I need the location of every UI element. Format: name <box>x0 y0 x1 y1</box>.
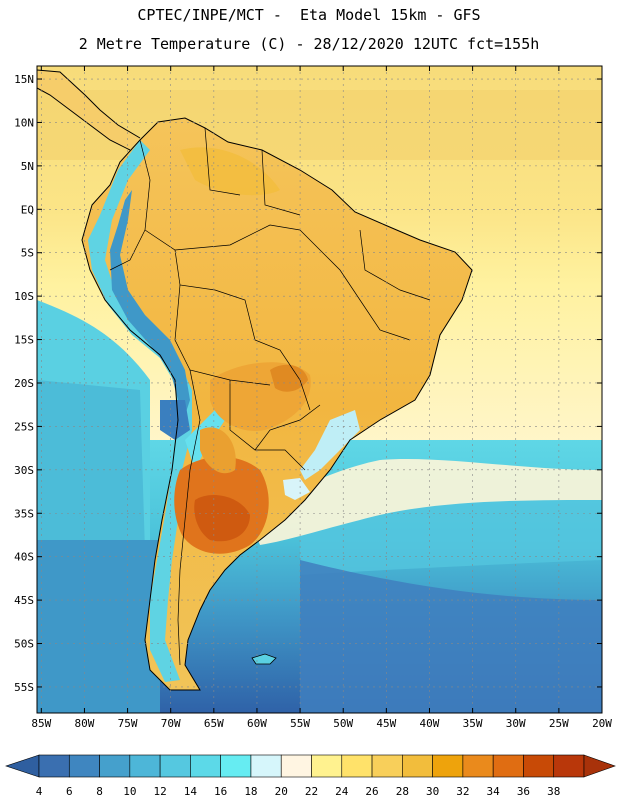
lon-label: 30W <box>506 717 526 730</box>
colorbar-label: 14 <box>184 785 198 798</box>
colorbar-labels: 4 6 8 10 12 14 16 18 20 22 24 26 28 30 32 34 36 38 <box>36 785 561 798</box>
coastal-cool-patch <box>300 410 360 480</box>
colorbar-swatch <box>492 754 524 778</box>
colorbar-label: 38 <box>547 785 560 798</box>
colorbar-swatch <box>99 754 131 778</box>
lat-label: 10N <box>14 116 34 129</box>
title-line-2: 2 Metre Temperature (C) - 28/12/2020 12U… <box>78 35 540 53</box>
title-line-1: CPTEC/INPE/MCT - Eta Model 15km - GFS <box>137 6 481 24</box>
lat-label: EQ <box>21 203 34 216</box>
colorbar-swatch <box>462 754 494 778</box>
colorbar-label: 36 <box>517 785 530 798</box>
colorbar-label: 26 <box>365 785 378 798</box>
map-field <box>37 66 602 713</box>
lat-label: 15S <box>14 334 34 347</box>
latitude-labels: 15N 10N 5N EQ 5S 10S 15S 20S 25S 30S 35S 40S 45S 50S 5… <box>14 73 34 694</box>
lon-label: 50W <box>333 717 353 730</box>
colorbar-label: 6 <box>66 785 73 798</box>
colorbar-swatch <box>220 754 252 778</box>
colorbar-swatch <box>311 754 343 778</box>
lat-label: 45S <box>14 594 34 607</box>
colorbar-swatch <box>129 754 161 778</box>
colorbar-swatch <box>341 754 373 778</box>
colorbar-swatch <box>159 754 191 778</box>
lat-label: 40S <box>14 551 34 564</box>
lat-label: 55S <box>14 681 34 694</box>
colorbar-label: 10 <box>123 785 136 798</box>
lon-label: 80W <box>75 717 95 730</box>
colorbar-label: 8 <box>96 785 103 798</box>
lon-label: 85W <box>31 717 51 730</box>
colorbar-swatch <box>250 754 282 778</box>
lat-label: 15N <box>14 73 34 86</box>
lon-label: 45W <box>376 717 396 730</box>
colorbar-swatch <box>432 754 464 778</box>
lat-lon-grid <box>37 66 602 713</box>
andes-cold-band <box>88 140 192 682</box>
lon-label: 70W <box>161 717 181 730</box>
colorbar-low-arrow <box>5 754 40 778</box>
colorbar-label: 22 <box>305 785 318 798</box>
colorbar-label: 34 <box>487 785 501 798</box>
colorbar-label: 18 <box>244 785 257 798</box>
lon-label: 60W <box>247 717 267 730</box>
colorbar-swatch <box>402 754 433 778</box>
colorbar-swatch <box>553 754 585 778</box>
colorbar-swatch <box>371 754 403 778</box>
lat-label: 50S <box>14 638 34 651</box>
lat-label: 5S <box>21 247 34 260</box>
lon-label: 20W <box>592 717 612 730</box>
longitude-labels: 85W 80W 75W 70W 65W 60W 55W 50W 45W 40W 35W 30W 25W 2… <box>31 717 612 730</box>
map-frame <box>36 65 603 714</box>
colorbar-label: 28 <box>396 785 409 798</box>
lon-label: 40W <box>420 717 440 730</box>
country-borders <box>109 127 431 666</box>
lon-label: 65W <box>204 717 224 730</box>
colorbar-label: 24 <box>335 785 349 798</box>
colorbar-swatch <box>523 754 555 778</box>
colorbar-label: 30 <box>426 785 439 798</box>
lat-label: 30S <box>14 464 34 477</box>
coastline <box>81 117 473 691</box>
colorbar-swatch <box>38 754 70 778</box>
colorbar-high-arrow <box>583 754 616 778</box>
lon-label: 25W <box>549 717 569 730</box>
colorbar-label: 16 <box>214 785 227 798</box>
lon-label: 35W <box>463 717 483 730</box>
colorbar-label: 12 <box>153 785 166 798</box>
central-america-land <box>37 70 140 150</box>
colorbar-label: 32 <box>456 785 469 798</box>
lat-label: 35S <box>14 507 34 520</box>
lat-label: 10S <box>14 290 34 303</box>
lon-label: 55W <box>290 717 310 730</box>
lat-label: 25S <box>14 420 34 433</box>
lat-label: 20S <box>14 377 34 390</box>
colorbar-swatch <box>280 754 312 778</box>
colorbar-label: 20 <box>275 785 288 798</box>
lon-label: 75W <box>118 717 138 730</box>
lat-label: 5N <box>21 160 34 173</box>
colorbar-swatch <box>68 754 100 778</box>
colorbar-label: 4 <box>36 785 43 798</box>
colorbar-swatch <box>190 754 221 778</box>
